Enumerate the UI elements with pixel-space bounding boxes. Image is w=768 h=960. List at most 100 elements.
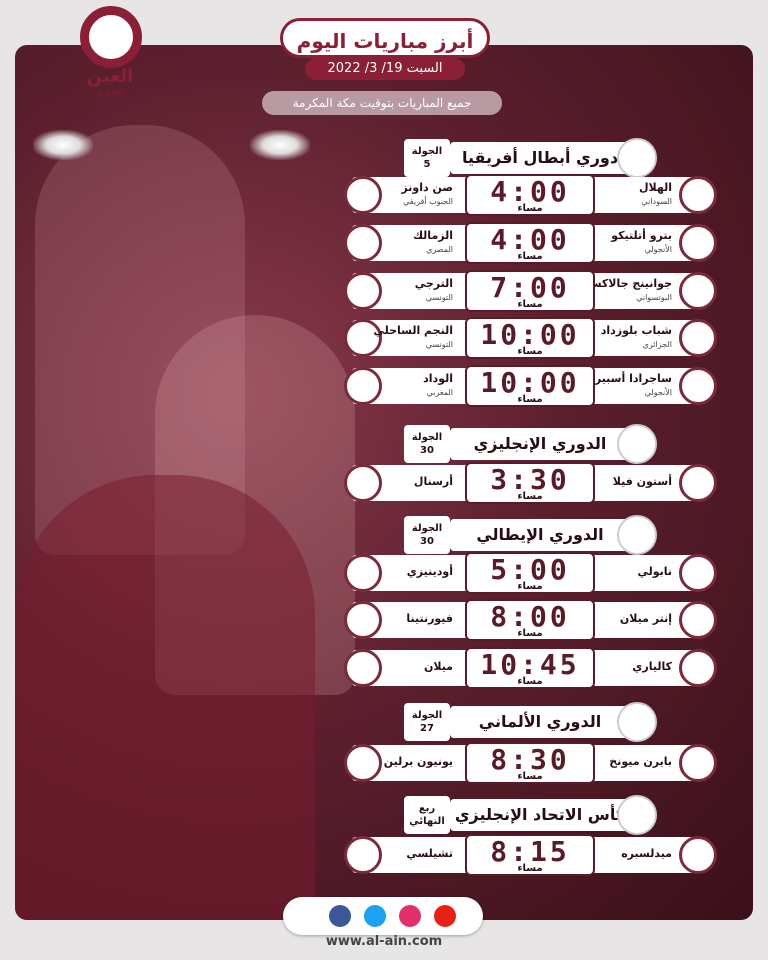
home-logo — [679, 176, 717, 214]
away-team: ميلان — [423, 660, 453, 673]
home-country: الأنجولي — [644, 388, 672, 397]
round-box: الجولة 27 — [404, 703, 450, 741]
league-logo — [617, 515, 657, 555]
home-country: الجزائري — [642, 340, 672, 349]
league-logo — [617, 138, 657, 178]
away-logo — [344, 319, 382, 357]
home-logo — [679, 319, 717, 357]
round-label: الجولة — [411, 146, 443, 157]
away-country: المغربي — [426, 388, 453, 397]
social-icon[interactable] — [399, 905, 421, 927]
home-team: إنتر ميلان — [619, 612, 672, 625]
league-name: الدوري الإنجليزي — [473, 434, 607, 453]
away-logo — [344, 836, 382, 874]
home-logo — [679, 744, 717, 782]
match-period: مساء — [510, 491, 550, 502]
logo-subtext: الإخبارية — [96, 88, 124, 97]
league-name: دوري أبطال أفريقيا — [461, 148, 619, 167]
away-team: الزمالك — [412, 229, 453, 242]
social-icon[interactable] — [434, 905, 456, 927]
match-time: 10:45 — [480, 648, 580, 681]
round-label: الجولة — [411, 710, 443, 721]
logo-text: العين — [86, 66, 134, 87]
match-period: مساء — [510, 676, 550, 687]
away-country: الجنوب أفريقي — [403, 197, 453, 206]
away-team: الترجي — [414, 277, 453, 290]
away-logo — [344, 601, 382, 639]
home-team: الهلال — [638, 181, 672, 194]
round-box: الجولة 5 — [404, 139, 450, 177]
match-time: 7:00 — [490, 271, 570, 304]
league-tab — [450, 519, 635, 551]
league-tab — [450, 142, 635, 174]
note: جميع المباريات بتوقيت مكة المكرمة — [262, 91, 502, 115]
home-team: بايرن ميونخ — [609, 755, 672, 768]
away-team: يونيون برلين — [383, 755, 453, 768]
round-label: 30 — [420, 445, 434, 456]
league-tab — [450, 428, 635, 460]
away-logo — [344, 554, 382, 592]
home-logo — [679, 464, 717, 502]
round-box: الجولة 30 — [404, 516, 450, 554]
away-logo — [344, 367, 382, 405]
social-icon[interactable] — [329, 905, 351, 927]
away-country: المصري — [426, 245, 453, 254]
league-logo — [617, 702, 657, 742]
home-country: السوداني — [641, 197, 672, 206]
home-team: جوانينج جالاكسي — [579, 277, 672, 290]
home-team: ميدلسبره — [621, 847, 672, 860]
away-logo — [344, 272, 382, 310]
away-team: تشيلسي — [406, 847, 453, 860]
match-time: 3:30 — [490, 463, 570, 496]
league-name: كأس الاتحاد الإنجليزي — [454, 805, 626, 824]
match-period: مساء — [510, 251, 550, 262]
title: أبرز مباريات اليوم — [280, 18, 490, 58]
away-team: صن داونز — [401, 181, 453, 194]
home-team: بترو أتلتيكو — [611, 229, 672, 242]
match-period: مساء — [510, 581, 550, 592]
match-period: مساء — [510, 863, 550, 874]
home-team: شباب بلوزداد — [600, 324, 672, 337]
match-time: 4:00 — [490, 223, 570, 256]
home-team: ساجرادا أسبيرانسا — [571, 372, 672, 385]
home-logo — [679, 367, 717, 405]
round-label: الجولة — [411, 432, 443, 443]
match-time: 10:00 — [480, 366, 580, 399]
away-logo — [344, 176, 382, 214]
social-icon[interactable] — [364, 905, 386, 927]
round-label: ربع — [418, 803, 436, 814]
time-box — [465, 834, 595, 876]
date: السبت 19/ 3/ 2022 — [305, 58, 465, 80]
league-name: الدوري الألماني — [478, 712, 602, 731]
round-label: 27 — [420, 723, 434, 734]
player-silhouette — [15, 475, 315, 920]
away-logo — [344, 224, 382, 262]
home-team: كالياري — [632, 660, 672, 673]
round-label: النهائي — [409, 816, 445, 827]
away-team: أودينيزي — [406, 565, 453, 578]
away-logo — [344, 464, 382, 502]
away-team: أرسنال — [413, 475, 453, 488]
match-time: 8:00 — [490, 600, 570, 633]
home-logo — [679, 224, 717, 262]
home-logo — [679, 272, 717, 310]
website: www.al-ain.com — [325, 934, 443, 949]
home-logo — [679, 649, 717, 687]
league-name: الدوري الإيطالي — [476, 525, 604, 544]
away-team: النجم الساحلي — [373, 324, 453, 337]
stadium-light — [250, 130, 310, 160]
match-time: 5:00 — [490, 553, 570, 586]
match-period: مساء — [510, 394, 550, 405]
home-logo — [679, 554, 717, 592]
match-time: 10:00 — [480, 318, 580, 351]
home-team: نابولي — [637, 565, 672, 578]
logo-mark — [80, 6, 142, 68]
match-period: مساء — [510, 771, 550, 782]
away-team: الوداد — [423, 372, 453, 385]
league-tab — [450, 706, 635, 738]
league-logo — [617, 424, 657, 464]
away-country: التونسي — [425, 293, 453, 302]
home-team: أستون فيلا — [612, 475, 672, 488]
home-country: الأنجولي — [644, 245, 672, 254]
